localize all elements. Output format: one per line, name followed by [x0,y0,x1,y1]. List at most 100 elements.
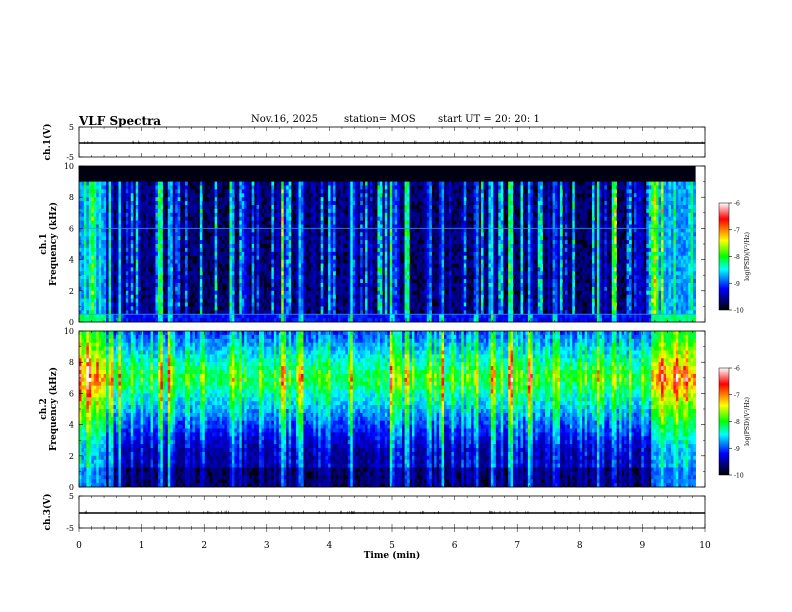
spectrogram-cell [259,271,262,276]
spectrogram-cell [320,267,324,272]
spectrogram-cell [83,294,87,299]
spectrogram-cell [254,208,257,214]
spectrogram-cell [123,240,127,245]
spectrogram-cell [399,267,403,272]
spectrogram-cell [217,236,220,241]
spectrogram-cell [194,181,198,186]
spectrogram-cell [394,212,398,217]
spectrogram-cell [273,232,277,237]
spectrogram-cell [296,189,299,194]
spectrogram-cell [441,189,445,194]
spectrogram-cell [212,251,215,256]
spectrogram-cell [101,224,104,229]
spectrogram-cell [335,318,339,323]
spectrogram-cell [291,228,294,233]
spectrogram-cell [439,244,442,249]
spectrogram-cell [291,220,294,225]
spectrogram-cell [118,189,122,194]
spectrogram-cell [165,271,169,276]
spectrogram-cell [162,259,166,264]
spectrogram-cell [192,197,196,202]
spectrogram-cell [328,240,331,245]
spectrogram-cell [362,283,366,288]
spectrogram-cell [453,298,457,303]
spectrogram-cell [140,240,144,245]
spectrogram-cell [91,286,95,292]
spectrogram-cell [212,189,215,194]
spectrogram-cell [429,298,432,303]
spectrogram-cell [453,240,457,245]
spectrogram-cell [150,201,154,206]
spectrogram-cell [389,216,393,221]
spectrogram-cell [399,244,403,249]
spectrogram-cell [81,247,85,253]
spectrogram-cell [426,197,430,202]
spectrogram-cell [120,306,124,311]
spectrogram-cell [293,208,297,214]
spectrogram-cell [88,314,92,319]
spectrogram-cell [88,205,92,210]
spectrogram-cell [273,220,277,225]
spectrogram-cell [340,283,344,288]
spectrogram-cell [434,224,437,229]
spectrogram-cell [96,244,100,249]
spectrogram-cell [241,302,245,307]
spectrogram-cell [229,240,233,245]
spectrogram-cell [91,193,95,198]
spectrogram-cell [231,189,235,194]
spectrogram-cell [81,294,85,299]
spectrogram-cell [328,251,331,256]
spectrogram-cell [98,201,102,206]
spectrogram-cell [152,181,156,186]
spectrogram-cell [254,314,257,319]
spectrogram-cell [214,205,218,210]
spectrogram-cell [167,290,171,295]
spectrogram-cell [271,267,275,272]
spectrogram-cell [392,216,396,221]
spectrogram-cell [429,244,432,249]
spectrogram-cell [202,275,206,280]
spectrogram-cell [293,318,297,323]
spectrogram-cell [409,228,413,233]
spectrogram-cell [234,255,238,260]
spectrogram-cell [182,189,186,194]
spectrogram-cell [421,271,425,276]
spectrogram-cell [106,279,109,284]
spectrogram-cell [266,279,270,284]
spectrogram-cell [419,255,423,260]
spectrogram-cell [328,294,331,299]
spectrogram-cell [88,310,92,315]
spectrogram-cell [160,212,164,217]
spectrogram-cell [286,283,289,288]
spectrogram-cell [318,240,322,245]
spectrogram-cell [448,275,452,280]
spectrogram-cell [81,286,85,292]
spectrogram-cell [143,318,146,323]
spectrogram-cell [323,283,326,288]
spectrogram-cell [308,232,312,237]
spectrogram-cell [394,267,398,272]
spectrogram-cell [177,259,181,264]
spectrogram-cell [268,275,272,280]
spectrogram-cell [347,244,351,249]
spectrogram-cell [145,220,149,225]
spectrogram-cell [185,216,188,221]
spectrogram-cell [283,240,287,245]
spectrogram-cell [451,290,455,295]
spectrogram-cell [79,197,82,202]
spectrogram-cell [441,247,445,253]
spectrogram-cell [342,283,346,288]
spectrogram-cell [300,255,304,260]
spectrogram-cell [199,267,203,272]
spectrogram-cell [286,244,289,249]
spectrogram-cell [340,212,344,217]
spectrogram-cell [377,259,381,264]
spectrogram-cell [180,294,183,299]
spectrogram-cell [98,286,102,292]
spectrogram-cell [273,197,277,202]
spectrogram-cell [160,251,164,256]
spectrogram-cell [83,208,87,214]
spectrogram-cell [411,240,415,245]
spectrogram-cell [367,298,371,303]
spectrogram-cell [256,302,260,307]
